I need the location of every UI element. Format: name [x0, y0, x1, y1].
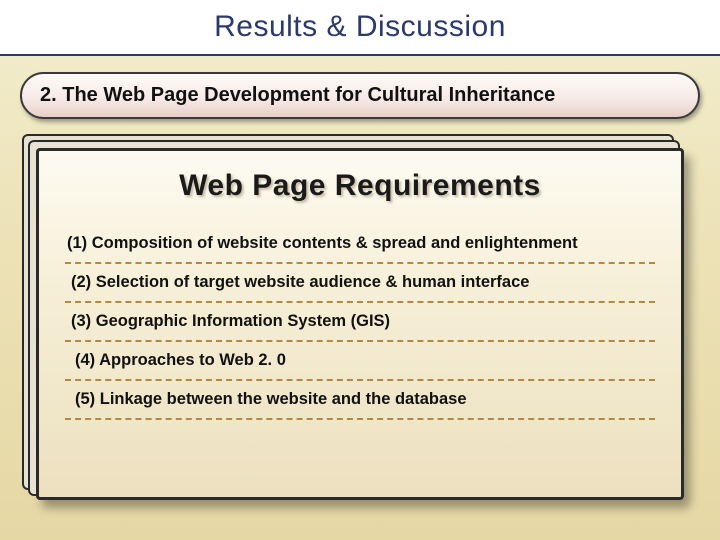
list-item: (1) Composition of website contents & sp…: [65, 225, 655, 264]
list-item: (2) Selection of target website audience…: [65, 264, 655, 303]
list-item: (3) Geographic Information System (GIS): [65, 303, 655, 342]
panel-heading: Web Page Requirements: [65, 169, 655, 203]
title-bar: Results & Discussion: [0, 0, 720, 56]
requirements-list: (1) Composition of website contents & sp…: [65, 225, 655, 420]
page-title: Results & Discussion: [214, 10, 506, 44]
section-header-pill: 2. The Web Page Development for Cultural…: [20, 72, 700, 119]
requirements-panel: Web Page Requirements (1) Composition of…: [36, 148, 684, 500]
section-header-text: 2. The Web Page Development for Cultural…: [40, 84, 680, 107]
list-item: (5) Linkage between the website and the …: [65, 381, 655, 420]
list-item: (4) Approaches to Web 2. 0: [65, 342, 655, 381]
